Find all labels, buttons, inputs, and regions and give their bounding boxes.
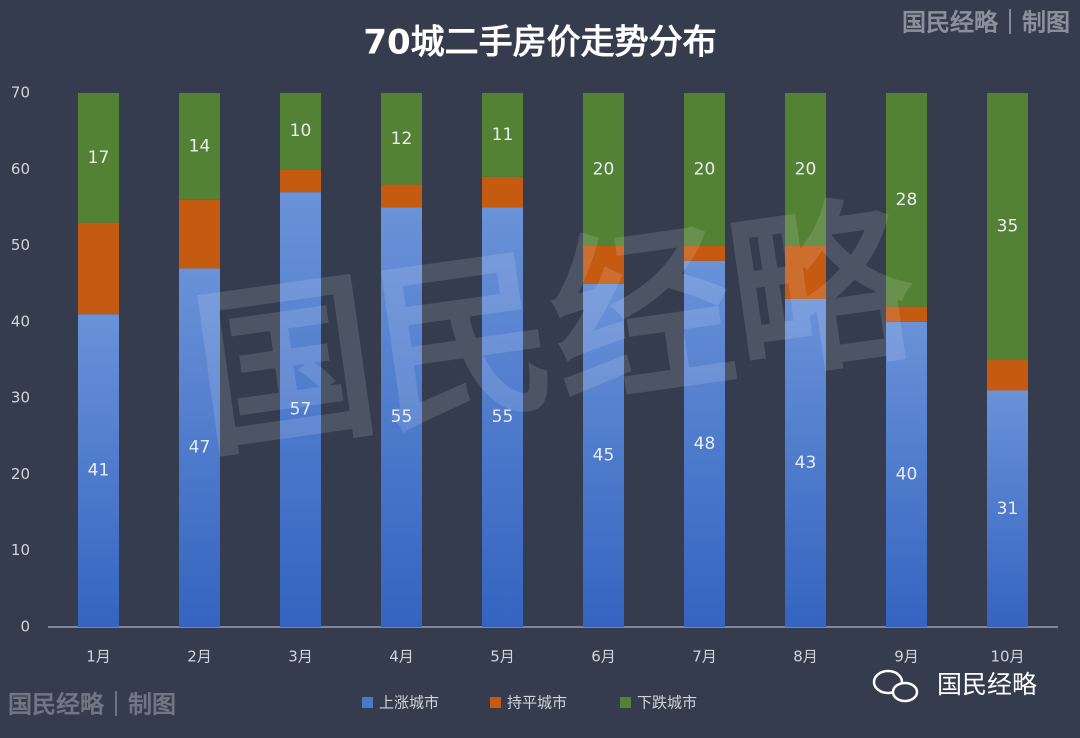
bar-segment (583, 245, 624, 284)
y-tick-label: 50 (11, 236, 30, 254)
legend-label: 上涨城市 (379, 694, 439, 712)
data-label: 14 (189, 136, 211, 156)
bar-segment (179, 93, 220, 200)
bar-segment (179, 268, 220, 627)
y-tick-label: 0 (20, 618, 30, 636)
data-label: 47 (189, 438, 211, 458)
bar-segment (381, 93, 422, 185)
bar-segment (684, 245, 725, 261)
bar-segment (886, 306, 927, 322)
wechat-icon (872, 669, 919, 703)
data-label: 43 (795, 453, 817, 473)
bar-segment (78, 222, 119, 315)
bar-segment (280, 192, 321, 627)
data-label: 40 (896, 464, 918, 484)
data-label: 20 (795, 159, 817, 179)
x-tick-label: 10月 (990, 648, 1024, 666)
x-tick-label: 6月 (591, 648, 616, 666)
x-tick-label: 4月 (389, 648, 414, 666)
legend-label: 下跌城市 (637, 694, 697, 712)
bar-segment (179, 199, 220, 269)
data-label: 55 (492, 407, 514, 427)
chart-title: 70城二手房价走势分布 (363, 23, 716, 63)
data-label: 17 (88, 148, 110, 168)
y-tick-label: 60 (11, 160, 30, 178)
y-tick-label: 20 (11, 465, 30, 483)
bar-segment (785, 93, 826, 246)
legend-swatch (490, 697, 501, 708)
data-label: 55 (391, 407, 413, 427)
watermark: 国民经略｜制图 (902, 8, 1070, 37)
bar-segment (684, 260, 725, 627)
bar-segment (987, 360, 1028, 391)
data-label: 31 (997, 499, 1019, 519)
x-tick-label: 8月 (793, 648, 818, 666)
bar-segment (280, 169, 321, 193)
x-tick-label: 9月 (894, 648, 919, 666)
y-tick-label: 40 (11, 312, 30, 330)
x-tick-label: 2月 (187, 648, 212, 666)
bar-segment (785, 298, 826, 627)
bar-segment (886, 93, 927, 307)
legend-swatch (362, 697, 373, 708)
bar-segment (987, 93, 1028, 360)
bar-segment (583, 283, 624, 627)
bar-segment (886, 321, 927, 627)
data-label: 41 (88, 461, 110, 481)
bar-segment (987, 390, 1028, 627)
plot: 0 10 20 30 40 50 60 70 41 47 57 55 55 45 48 43 40 31 17 14 1… (11, 84, 1058, 712)
bar-segment (381, 184, 422, 208)
watermark: 国民经略｜制图 (8, 690, 176, 719)
bar-segment (785, 245, 826, 299)
data-label: 57 (290, 400, 312, 420)
legend-swatch (620, 697, 631, 708)
data-label: 10 (290, 121, 312, 141)
bar-segment (482, 93, 523, 177)
data-label: 28 (896, 190, 918, 210)
x-tick-label: 1月 (86, 648, 111, 666)
y-tick-label: 10 (11, 541, 30, 559)
y-tick-label: 70 (11, 84, 30, 102)
data-label: 12 (391, 129, 413, 149)
watermark: 国民经略 (937, 670, 1037, 699)
data-label: 45 (593, 445, 615, 465)
data-label: 11 (492, 125, 514, 145)
x-tick-label: 5月 (490, 648, 515, 666)
bar-segment (280, 93, 321, 170)
data-label: 35 (997, 217, 1019, 237)
bar-segment (482, 207, 523, 627)
bar-segment (78, 314, 119, 627)
bar-segment (381, 207, 422, 627)
bar-segment (583, 93, 624, 246)
bar-segment (482, 176, 523, 208)
data-label: 48 (694, 434, 716, 454)
y-tick-label: 30 (11, 389, 30, 407)
data-label: 20 (593, 159, 615, 179)
legend-label: 持平城市 (507, 694, 567, 712)
bar-segment (684, 93, 725, 246)
bar-segment (78, 93, 119, 223)
x-tick-label: 7月 (692, 648, 717, 666)
x-tick-label: 3月 (288, 648, 313, 666)
data-label: 20 (694, 159, 716, 179)
